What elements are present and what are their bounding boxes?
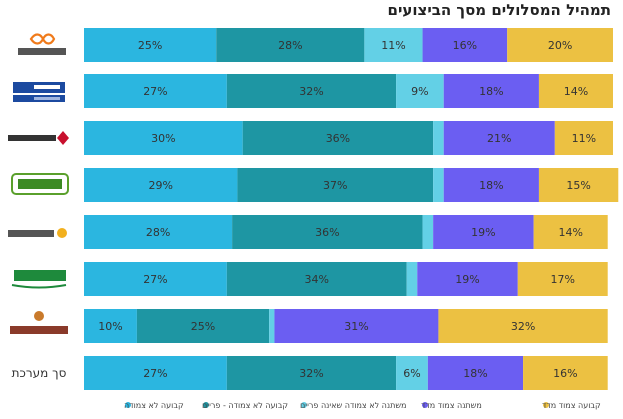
data-label: 36% xyxy=(315,226,339,239)
bar-segment xyxy=(406,262,418,296)
data-label: 9% xyxy=(411,85,428,98)
mizrahi-tefahot-logo xyxy=(4,33,74,57)
chart-title: תמהיל המסלולים מסך הביצועים xyxy=(387,1,611,19)
data-label: 19% xyxy=(471,226,495,239)
data-label: 14% xyxy=(558,226,582,239)
bar-segment xyxy=(517,262,608,296)
bar-segment xyxy=(538,74,613,108)
data-label: 19% xyxy=(455,273,479,286)
bar-segment xyxy=(84,74,227,108)
total-system-label: סך מערכת xyxy=(11,366,67,380)
bar-segment xyxy=(84,309,137,343)
bar-segment xyxy=(433,168,444,202)
bar-segment xyxy=(523,356,608,390)
bank-jerusalem-logo xyxy=(4,311,74,337)
bar-segment xyxy=(443,74,539,108)
data-label: 17% xyxy=(551,273,575,286)
data-label: 16% xyxy=(553,367,577,380)
data-label: 16% xyxy=(453,39,477,52)
data-label: 27% xyxy=(143,85,167,98)
legend-marker xyxy=(203,402,209,408)
legend-marker xyxy=(125,402,131,408)
bar-segment xyxy=(237,168,434,202)
bar-segment xyxy=(242,121,434,155)
data-label: 15% xyxy=(566,179,590,192)
bar-segment xyxy=(443,121,555,155)
bar-segment xyxy=(433,121,444,155)
bar-segment xyxy=(427,356,524,390)
data-label: 20% xyxy=(548,39,572,52)
bar-segment xyxy=(554,121,613,155)
bar-segment xyxy=(438,309,608,343)
bar-segment xyxy=(216,28,365,62)
data-label: 11% xyxy=(572,132,596,145)
data-label: 36% xyxy=(326,132,350,145)
bar-segment xyxy=(396,356,428,390)
bar-segment xyxy=(274,309,439,343)
legend-label: קבועה לא צמודה xyxy=(124,401,184,410)
data-label: 31% xyxy=(344,320,368,333)
bar-segment xyxy=(538,168,619,202)
data-label: 29% xyxy=(148,179,172,192)
legend-label: משתנה לא צמודה שאינה פריים xyxy=(300,401,406,410)
legend-label: קבועה צמוד מדד xyxy=(542,401,601,410)
bar-segment xyxy=(84,121,243,155)
data-label: 32% xyxy=(299,367,323,380)
data-label: 11% xyxy=(381,39,405,52)
data-label: 34% xyxy=(305,273,329,286)
data-label: 21% xyxy=(487,132,511,145)
data-label: 27% xyxy=(143,273,167,286)
data-label: 18% xyxy=(479,179,503,192)
leumi-logo xyxy=(4,80,74,104)
data-label: 32% xyxy=(299,85,323,98)
bar-segment xyxy=(422,215,434,249)
legend-marker xyxy=(301,402,307,408)
bar-segment xyxy=(507,28,613,62)
bar-segment xyxy=(136,309,270,343)
data-label: 25% xyxy=(138,39,162,52)
legend-label: קבועה לא צמודה - פריים xyxy=(202,401,288,410)
mercantile-logo xyxy=(4,266,74,290)
bar-segment xyxy=(226,262,407,296)
bar-segment xyxy=(396,74,444,108)
bar-segment xyxy=(84,262,227,296)
international-logo xyxy=(4,221,74,245)
data-label: 18% xyxy=(479,85,503,98)
bar-segment xyxy=(533,215,608,249)
bar-segment xyxy=(433,215,534,249)
data-label: 37% xyxy=(323,179,347,192)
data-label: 10% xyxy=(98,320,122,333)
discount-logo xyxy=(4,172,74,196)
bar-segment xyxy=(84,356,227,390)
hapoalim-logo xyxy=(4,126,74,150)
bar-segment xyxy=(84,28,217,62)
data-label: 25% xyxy=(191,320,215,333)
legend-marker xyxy=(422,402,428,408)
data-label: 14% xyxy=(564,85,588,98)
data-label: 27% xyxy=(143,367,167,380)
bar-segment xyxy=(269,309,275,343)
bar-segment xyxy=(417,262,518,296)
data-label: 30% xyxy=(151,132,175,145)
bar-segment xyxy=(443,168,539,202)
data-label: 18% xyxy=(463,367,487,380)
bar-segment xyxy=(226,356,397,390)
bar-segment xyxy=(364,28,423,62)
data-label: 32% xyxy=(511,320,535,333)
bar-segment xyxy=(232,215,423,249)
bar-segment xyxy=(422,28,508,62)
bar-segment xyxy=(84,168,238,202)
bar-segment xyxy=(84,215,233,249)
legend-label: משתנה צמוד מדד xyxy=(421,401,482,410)
bar-segment xyxy=(226,74,397,108)
data-label: 6% xyxy=(403,367,420,380)
legend-marker xyxy=(543,402,549,408)
data-label: 28% xyxy=(146,226,170,239)
data-label: 28% xyxy=(278,39,302,52)
